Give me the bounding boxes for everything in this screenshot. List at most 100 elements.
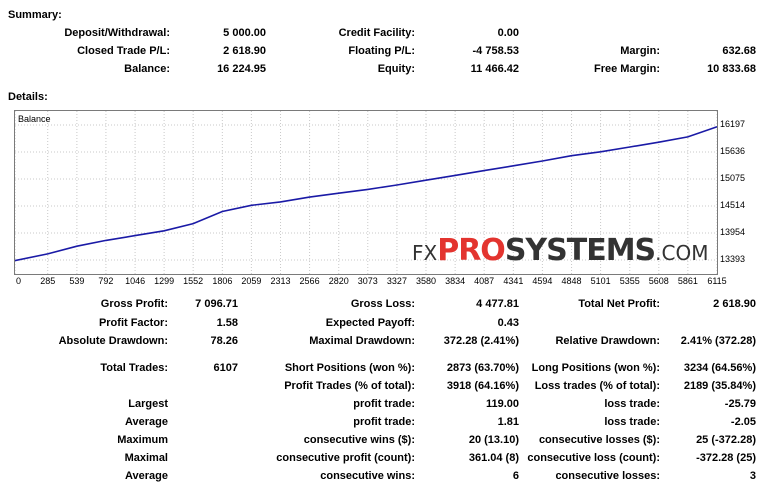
credit-value: 0.00 [497,27,519,39]
loss-trades-value: 2189 (35.84%) [683,380,756,392]
x-tick-label: 3834 [445,276,466,286]
relative-drawdown-label: Relative Drawdown: [555,335,660,347]
x-tick-label: 5608 [648,276,669,286]
profit-factor-label: Profit Factor: [98,317,168,329]
x-tick-label: 539 [69,276,85,286]
watermark-fx: FX [412,241,438,265]
max-consecutive-losses-label: consecutive losses ($): [538,434,660,446]
floating-pl-value: -4 758.53 [472,45,519,57]
x-tick-label: 5861 [677,276,698,286]
total-trades-label: Total Trades: [100,362,168,374]
x-tick-label: 1552 [183,276,204,286]
x-tick-label: 4341 [503,276,524,286]
largest-loss-value: -25.79 [724,398,756,410]
margin-label: Margin: [620,45,660,57]
avg-consecutive-losses-label: consecutive losses: [555,470,660,482]
average-profit-label: profit trade: [353,416,415,428]
watermark-com: .COM [655,241,709,265]
maximal-drawdown-value: 372.28 (2.41%) [443,335,519,347]
average-label: Average [124,416,168,428]
average-consecutive-label: Average [124,470,168,482]
largest-profit-value: 119.00 [485,398,519,410]
x-tick-label: 3580 [415,276,436,286]
max-consecutive-losses-value: 25 (-372.28) [696,434,756,446]
profit-trades-value: 3918 (64.16%) [446,380,519,392]
maximal-consecutive-loss-label: consecutive loss (count): [527,452,660,464]
maximal-drawdown-label: Maximal Drawdown: [309,335,415,347]
x-tick-label: 6115 [707,276,727,286]
loss-trades-label: Loss trades (% of total): [534,380,660,392]
maximal-consecutive-profit-value: 361.04 (8) [468,452,519,464]
gross-loss-value: 4 477.81 [476,298,519,310]
deposit-label: Deposit/Withdrawal: [64,27,170,39]
avg-consecutive-wins-label: consecutive wins: [320,470,415,482]
floating-pl-label: Floating P/L: [348,45,415,57]
x-tick-label: 5101 [590,276,611,286]
x-tick-label: 2820 [328,276,349,286]
y-tick-label: 15636 [720,146,746,156]
x-tick-label: 3327 [386,276,407,286]
equity-label: Equity: [377,63,415,75]
maximum-label: Maximum [117,434,168,446]
closed-pl-value: 2 618.90 [223,45,266,57]
profit-factor-value: 1.58 [216,317,238,329]
largest-label: Largest [128,398,168,410]
x-tick-label: 792 [98,276,114,286]
details-title: Details: [8,91,48,103]
balance-value: 16 224.95 [217,63,266,75]
y-tick-label: 14514 [720,200,746,211]
x-tick-label: 0 [16,276,22,286]
credit-label: Credit Facility: [338,27,415,39]
x-tick-label: 1806 [212,276,233,286]
long-positions-label: Long Positions (won %): [531,362,660,374]
free-margin-label: Free Margin: [593,63,660,75]
y-tick-label: 13954 [720,226,746,237]
fxprosystems-watermark: FXPROSYSTEMS.COM [412,233,709,268]
balance-chart-svg [14,111,718,274]
average-profit-value: 1.81 [497,416,519,428]
x-tick-label: 3073 [357,276,378,286]
largest-profit-label: profit trade: [353,398,415,410]
balance-chart [14,110,718,275]
maximal-consecutive-loss-value: -372.28 (25) [696,452,756,464]
watermark-pro: PRO [437,233,506,268]
maximal-consecutive-profit-label: consecutive profit (count): [276,452,415,464]
balance-series-line [14,126,718,262]
x-tick-label: 5355 [619,276,640,286]
avg-consecutive-wins-value: 6 [512,470,519,482]
free-margin-value: 10 833.68 [707,63,756,75]
y-tick-label: 16197 [720,119,746,129]
max-consecutive-wins-value: 20 (13.10) [468,434,519,446]
expected-payoff-value: 0.43 [497,317,519,329]
chart-title: Balance [18,114,51,124]
profit-trades-label: Profit Trades (% of total): [284,380,415,392]
y-tick-label: 15075 [720,173,746,184]
absolute-drawdown-label: Absolute Drawdown: [58,335,168,347]
x-tick-label: 4087 [474,276,495,286]
x-tick-label: 1299 [154,276,175,286]
gross-profit-label: Gross Profit: [100,298,168,310]
margin-value: 632.68 [722,45,756,57]
gross-loss-label: Gross Loss: [350,298,415,310]
absolute-drawdown-value: 78.26 [210,335,238,347]
average-loss-label: loss trade: [604,416,660,428]
gross-profit-value: 7 096.71 [195,298,238,310]
x-tick-label: 2313 [270,276,291,286]
net-profit-label: Total Net Profit: [578,298,660,310]
net-profit-value: 2 618.90 [713,298,756,310]
x-tick-label: 2566 [299,276,320,286]
balance-label: Balance: [124,63,170,75]
closed-pl-label: Closed Trade P/L: [77,45,170,57]
average-loss-value: -2.05 [730,416,756,428]
x-tick-label: 2059 [241,276,262,286]
x-tick-label: 4848 [561,276,582,286]
deposit-value: 5 000.00 [223,27,266,39]
long-positions-value: 3234 (64.56%) [683,362,756,374]
total-trades-value: 6107 [213,362,238,374]
equity-value: 11 466.42 [470,63,519,75]
watermark-systems: SYSTEMS [504,233,656,268]
y-tick-label: 13393 [720,254,746,264]
expected-payoff-label: Expected Payoff: [325,317,415,329]
relative-drawdown-value: 2.41% (372.28) [680,335,756,347]
largest-loss-label: loss trade: [604,398,660,410]
